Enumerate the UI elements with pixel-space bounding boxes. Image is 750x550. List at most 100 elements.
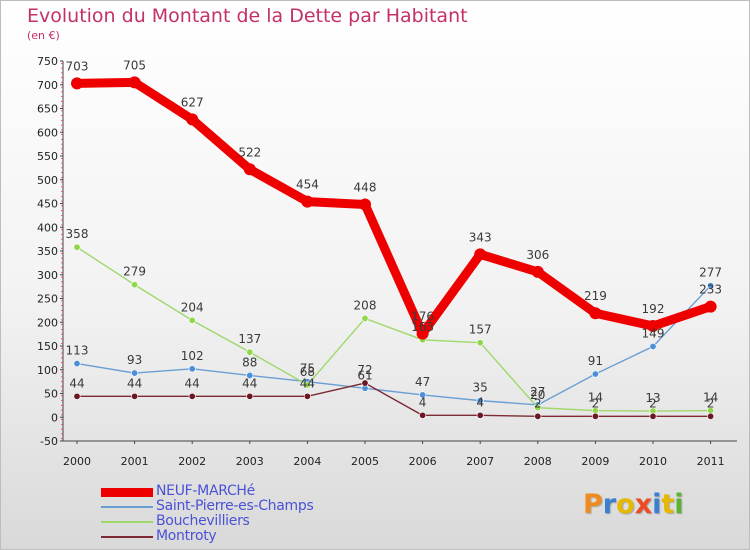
data-point bbox=[649, 342, 657, 350]
data-label: 4 bbox=[476, 395, 484, 409]
legend-label: NEUF-MARCHé bbox=[156, 483, 255, 499]
y-tick-label: 750 bbox=[37, 55, 58, 68]
data-point bbox=[416, 327, 429, 340]
legend-swatch bbox=[101, 487, 153, 497]
y-tick-label: 450 bbox=[37, 198, 58, 211]
x-tick-label: 2001 bbox=[121, 455, 149, 468]
data-point bbox=[246, 348, 254, 356]
data-point bbox=[73, 392, 81, 400]
data-label: 113 bbox=[66, 344, 89, 358]
data-label: 137 bbox=[238, 332, 261, 346]
data-point bbox=[534, 412, 542, 420]
data-point bbox=[246, 392, 254, 400]
x-tick-label: 2000 bbox=[63, 455, 91, 468]
logo-letter: i bbox=[674, 489, 684, 520]
data-label: 149 bbox=[642, 326, 665, 340]
data-label: 102 bbox=[181, 349, 204, 363]
data-point bbox=[476, 411, 484, 419]
data-point bbox=[361, 314, 369, 322]
data-point bbox=[591, 370, 599, 378]
legend-label: Saint-Pierre-es-Champs bbox=[156, 498, 314, 514]
data-label: 219 bbox=[584, 289, 607, 303]
data-point bbox=[649, 412, 657, 420]
data-point bbox=[131, 281, 139, 289]
data-label: 20 bbox=[530, 388, 545, 402]
logo-letter: t bbox=[661, 489, 675, 520]
series-line bbox=[76, 284, 712, 406]
data-label: 2 bbox=[649, 396, 657, 410]
data-label: 2 bbox=[592, 396, 600, 410]
data-point bbox=[128, 76, 141, 89]
logo-letter: i bbox=[652, 489, 662, 520]
x-tick-label: 2011 bbox=[697, 455, 725, 468]
data-point bbox=[474, 248, 487, 261]
data-label: 27 bbox=[530, 385, 545, 399]
legend-swatch bbox=[101, 536, 153, 538]
legend-swatch bbox=[101, 521, 153, 523]
series-line bbox=[76, 382, 712, 417]
data-label: 306 bbox=[526, 248, 549, 262]
y-tick-label: 50 bbox=[44, 388, 58, 401]
data-label: 35 bbox=[473, 381, 488, 395]
legend-label: Montroty bbox=[156, 528, 217, 544]
x-tick-label: 2008 bbox=[524, 455, 552, 468]
data-point bbox=[476, 339, 484, 347]
y-tick-label: -50 bbox=[40, 435, 58, 448]
data-point bbox=[188, 392, 196, 400]
y-tick-label: 600 bbox=[37, 126, 58, 139]
x-tick-label: 2006 bbox=[409, 455, 437, 468]
y-tick-label: 350 bbox=[37, 245, 58, 258]
data-point bbox=[71, 77, 83, 90]
data-label: 14 bbox=[588, 391, 603, 405]
y-tick-label: 700 bbox=[37, 79, 58, 92]
y-tick-label: 250 bbox=[37, 293, 58, 306]
data-point bbox=[301, 195, 314, 208]
data-point bbox=[186, 113, 199, 126]
data-label: 448 bbox=[354, 180, 377, 194]
data-point bbox=[361, 379, 369, 387]
data-label: 454 bbox=[296, 178, 319, 192]
data-label: 93 bbox=[127, 353, 142, 367]
data-point bbox=[246, 371, 254, 379]
x-tick-label: 2002 bbox=[178, 455, 206, 468]
data-label: 233 bbox=[699, 283, 722, 297]
chart-title: Evolution du Montant de la Dette par Hab… bbox=[27, 5, 468, 27]
data-label: 2 bbox=[707, 396, 715, 410]
x-tick-label: 2004 bbox=[293, 455, 321, 468]
y-tick-label: 0 bbox=[51, 411, 58, 424]
data-label: 44 bbox=[300, 376, 315, 390]
legend-label: Bouchevilliers bbox=[156, 513, 250, 529]
logo-letter: o bbox=[616, 489, 635, 520]
x-tick-label: 2003 bbox=[236, 455, 264, 468]
data-label: 192 bbox=[642, 302, 665, 316]
data-point bbox=[188, 365, 196, 373]
data-label: 279 bbox=[123, 265, 146, 279]
data-label: 163 bbox=[411, 320, 434, 334]
data-label: 13 bbox=[645, 391, 660, 405]
data-point bbox=[707, 282, 715, 290]
data-label: 627 bbox=[181, 95, 204, 109]
x-tick-label: 2010 bbox=[639, 455, 667, 468]
data-label: 705 bbox=[123, 58, 146, 72]
logo-letter: x bbox=[634, 489, 653, 520]
data-label: 277 bbox=[699, 266, 722, 280]
data-point bbox=[704, 300, 717, 313]
data-label: 44 bbox=[127, 376, 142, 390]
data-point bbox=[131, 392, 139, 400]
data-point bbox=[303, 392, 311, 400]
y-tick-label: 200 bbox=[37, 316, 58, 329]
data-point bbox=[131, 369, 139, 377]
y-tick-label: 650 bbox=[37, 103, 58, 116]
proxiti-logo: Proxiti bbox=[583, 489, 684, 520]
data-label: 522 bbox=[238, 145, 261, 159]
data-label: 47 bbox=[415, 375, 430, 389]
data-label: 75 bbox=[300, 362, 315, 376]
data-point bbox=[419, 391, 427, 399]
data-label: 44 bbox=[242, 376, 257, 390]
data-label: 208 bbox=[354, 298, 377, 312]
data-label: 44 bbox=[69, 376, 84, 390]
data-point bbox=[534, 404, 542, 412]
y-tick-label: 100 bbox=[37, 364, 58, 377]
y-tick-label: 150 bbox=[37, 340, 58, 353]
